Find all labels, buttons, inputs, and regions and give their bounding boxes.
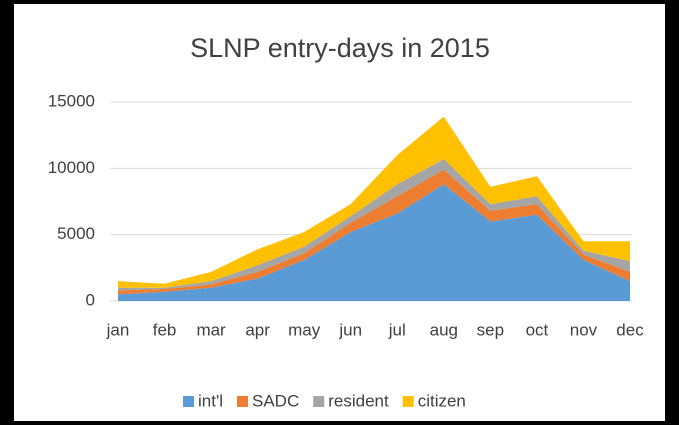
y-tick-label: 10000 [48,158,95,177]
x-tick-label: oct [526,320,549,339]
x-tick-label: may [288,320,321,339]
x-tick-label: sep [477,320,504,339]
legend-label: citizen [418,391,466,410]
legend-label: int'l [198,391,223,410]
x-tick-label: jul [388,320,406,339]
x-tick-label: aug [430,320,458,339]
x-tick-label: apr [245,320,270,339]
x-tick-label: feb [153,320,177,339]
y-tick-label: 15000 [48,91,95,110]
x-tick-label: nov [570,320,598,339]
legend-swatch [183,396,194,407]
y-tick-label: 0 [86,290,95,309]
legend-label: SADC [252,391,299,410]
x-tick-label: mar [196,320,226,339]
legend-swatch [313,396,325,407]
x-tick-label: dec [616,320,644,339]
area [118,184,630,301]
legend-swatch [236,396,248,407]
x-tick-label: jan [106,320,130,339]
legend-label: resident [328,391,389,410]
legend-swatch [402,396,414,407]
x-tick-label: jun [338,320,362,339]
y-tick-label: 5000 [57,224,95,243]
chart-title: SLNP entry-days in 2015 [190,33,490,63]
